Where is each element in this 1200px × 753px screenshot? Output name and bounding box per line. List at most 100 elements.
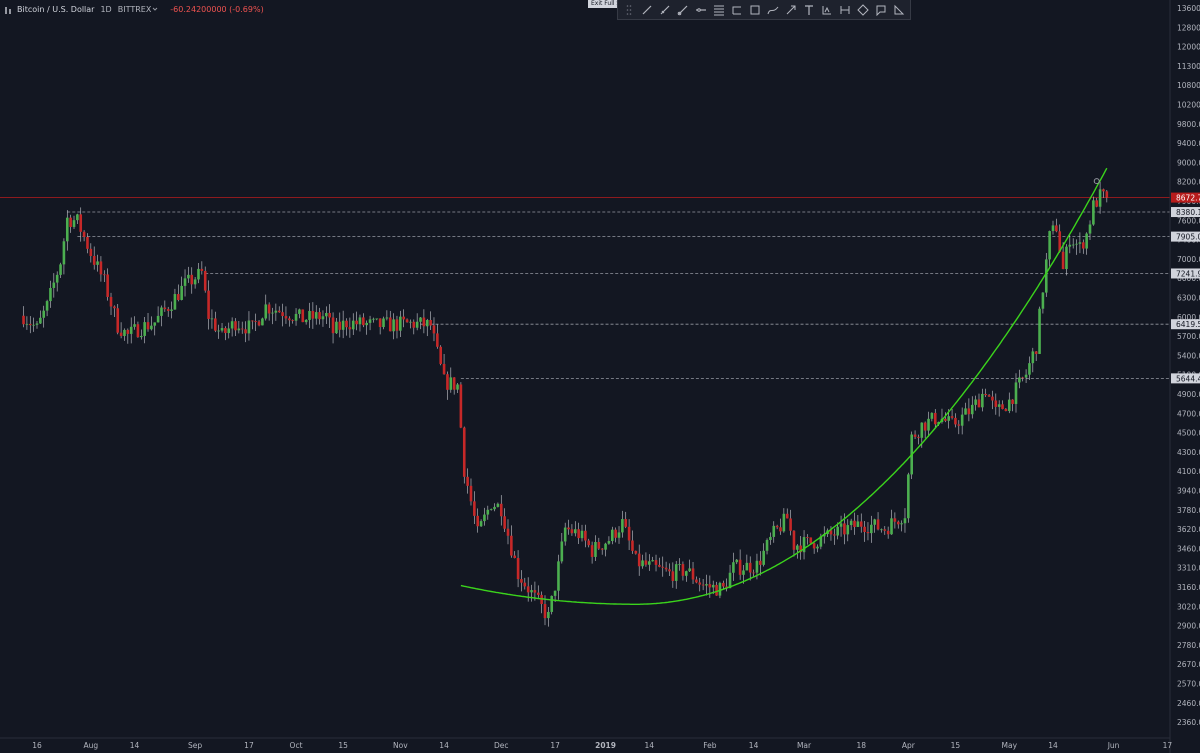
candle <box>446 371 449 400</box>
time-tick-label: 17 <box>550 741 560 750</box>
curve-handle[interactable] <box>1093 178 1100 185</box>
time-tick-label: Dec <box>494 741 509 750</box>
candle <box>89 243 93 263</box>
candle <box>833 528 836 545</box>
trend-line-icon[interactable] <box>638 1 656 19</box>
candle <box>230 317 234 337</box>
candle <box>203 266 207 293</box>
candle <box>288 316 291 327</box>
price-tick-label: 7000.0 <box>1177 255 1200 264</box>
level-price-tag: 8380.1 <box>1171 207 1200 218</box>
price-tick-label: 10200.0 <box>1177 101 1200 110</box>
candle <box>314 305 318 325</box>
ellipse-icon[interactable] <box>854 1 872 19</box>
price-tick-label: 8200.0 <box>1177 178 1200 187</box>
path-icon[interactable] <box>764 1 782 19</box>
candle <box>1095 197 1099 208</box>
candle <box>200 261 204 275</box>
candle <box>927 411 930 437</box>
candle <box>759 551 762 576</box>
candle <box>385 310 389 321</box>
candle <box>547 607 550 627</box>
price-tick-label: 3310.0 <box>1177 564 1200 573</box>
candle <box>328 304 331 329</box>
series-icon[interactable] <box>4 6 13 15</box>
chevron-down-icon[interactable] <box>152 3 158 17</box>
candle <box>923 421 927 439</box>
text-icon[interactable] <box>800 1 818 19</box>
drag-handle-icon[interactable] <box>620 1 638 19</box>
candle <box>1007 392 1011 414</box>
candle <box>102 270 106 282</box>
candle <box>1071 238 1075 249</box>
interval-label[interactable]: 1D <box>100 5 112 14</box>
long-position-icon[interactable] <box>818 1 836 19</box>
price-tick-label: 6600.0 <box>1177 274 1200 283</box>
candle <box>392 313 395 340</box>
horizontal-line-icon[interactable] <box>692 1 710 19</box>
arrow-icon[interactable] <box>782 1 800 19</box>
exit-fullscreen-tooltip[interactable]: Exit Full S <box>588 0 624 8</box>
candle <box>109 292 113 315</box>
candle <box>261 317 264 326</box>
ray-icon[interactable] <box>674 1 692 19</box>
candle <box>436 324 439 349</box>
candle <box>991 390 994 410</box>
candle <box>913 430 917 439</box>
candle <box>150 316 153 331</box>
time-tick-label: 15 <box>338 741 348 750</box>
candle <box>321 310 325 327</box>
symbol-title[interactable]: Bitcoin / U.S. Dollar <box>17 5 95 14</box>
candle <box>244 321 247 343</box>
candle <box>903 508 907 533</box>
level-price-tag: 6419.5 <box>1171 319 1200 330</box>
candle <box>631 530 634 554</box>
price-axis: 13600.0 12800.0 12000.0 11300.0 10800.0 10200… <box>1169 0 1200 753</box>
candle <box>382 316 385 330</box>
price-tick-label: 4500.0 <box>1177 429 1200 438</box>
candle <box>493 503 496 512</box>
brush-icon[interactable] <box>656 1 674 19</box>
callout-icon[interactable] <box>872 1 890 19</box>
measure-icon[interactable] <box>836 1 854 19</box>
time-tick-label: Apr <box>902 741 916 750</box>
time-tick-label: Aug <box>83 741 98 750</box>
pitchfork-icon[interactable] <box>728 1 746 19</box>
candle <box>728 564 732 589</box>
candle <box>163 300 167 312</box>
curve-layer <box>460 167 1108 605</box>
candle <box>644 552 648 567</box>
level-price-tag: 5644.4 <box>1171 373 1200 384</box>
candle <box>170 301 173 319</box>
candle <box>695 576 698 584</box>
candle <box>607 536 611 545</box>
candle <box>173 288 177 310</box>
exchange-label[interactable]: BITTREX <box>117 5 152 14</box>
triangle-icon[interactable] <box>890 1 908 19</box>
candle <box>113 305 116 317</box>
time-tick-label: Jun <box>1107 741 1120 750</box>
candle <box>516 550 520 588</box>
candle <box>399 310 402 337</box>
candle <box>503 508 506 533</box>
candle <box>520 570 523 592</box>
candle <box>234 318 237 337</box>
candle <box>429 311 432 330</box>
fib-retracement-icon[interactable] <box>710 1 728 19</box>
candle <box>217 324 220 339</box>
candle <box>237 321 241 334</box>
price-tick-label: 6000.0 <box>1177 313 1200 322</box>
rectangle-icon[interactable] <box>746 1 764 19</box>
time-tick-label: 14 <box>749 741 759 750</box>
price-tick-label: 7600.0 <box>1177 216 1200 225</box>
candle <box>917 434 920 445</box>
candle <box>765 538 769 555</box>
candle <box>92 246 96 270</box>
candle <box>1018 369 1021 389</box>
candle <box>1001 400 1004 410</box>
time-tick-label: 14 <box>439 741 449 750</box>
candle <box>294 308 298 326</box>
parabolic-curve[interactable] <box>460 167 1108 605</box>
candle <box>193 276 197 289</box>
